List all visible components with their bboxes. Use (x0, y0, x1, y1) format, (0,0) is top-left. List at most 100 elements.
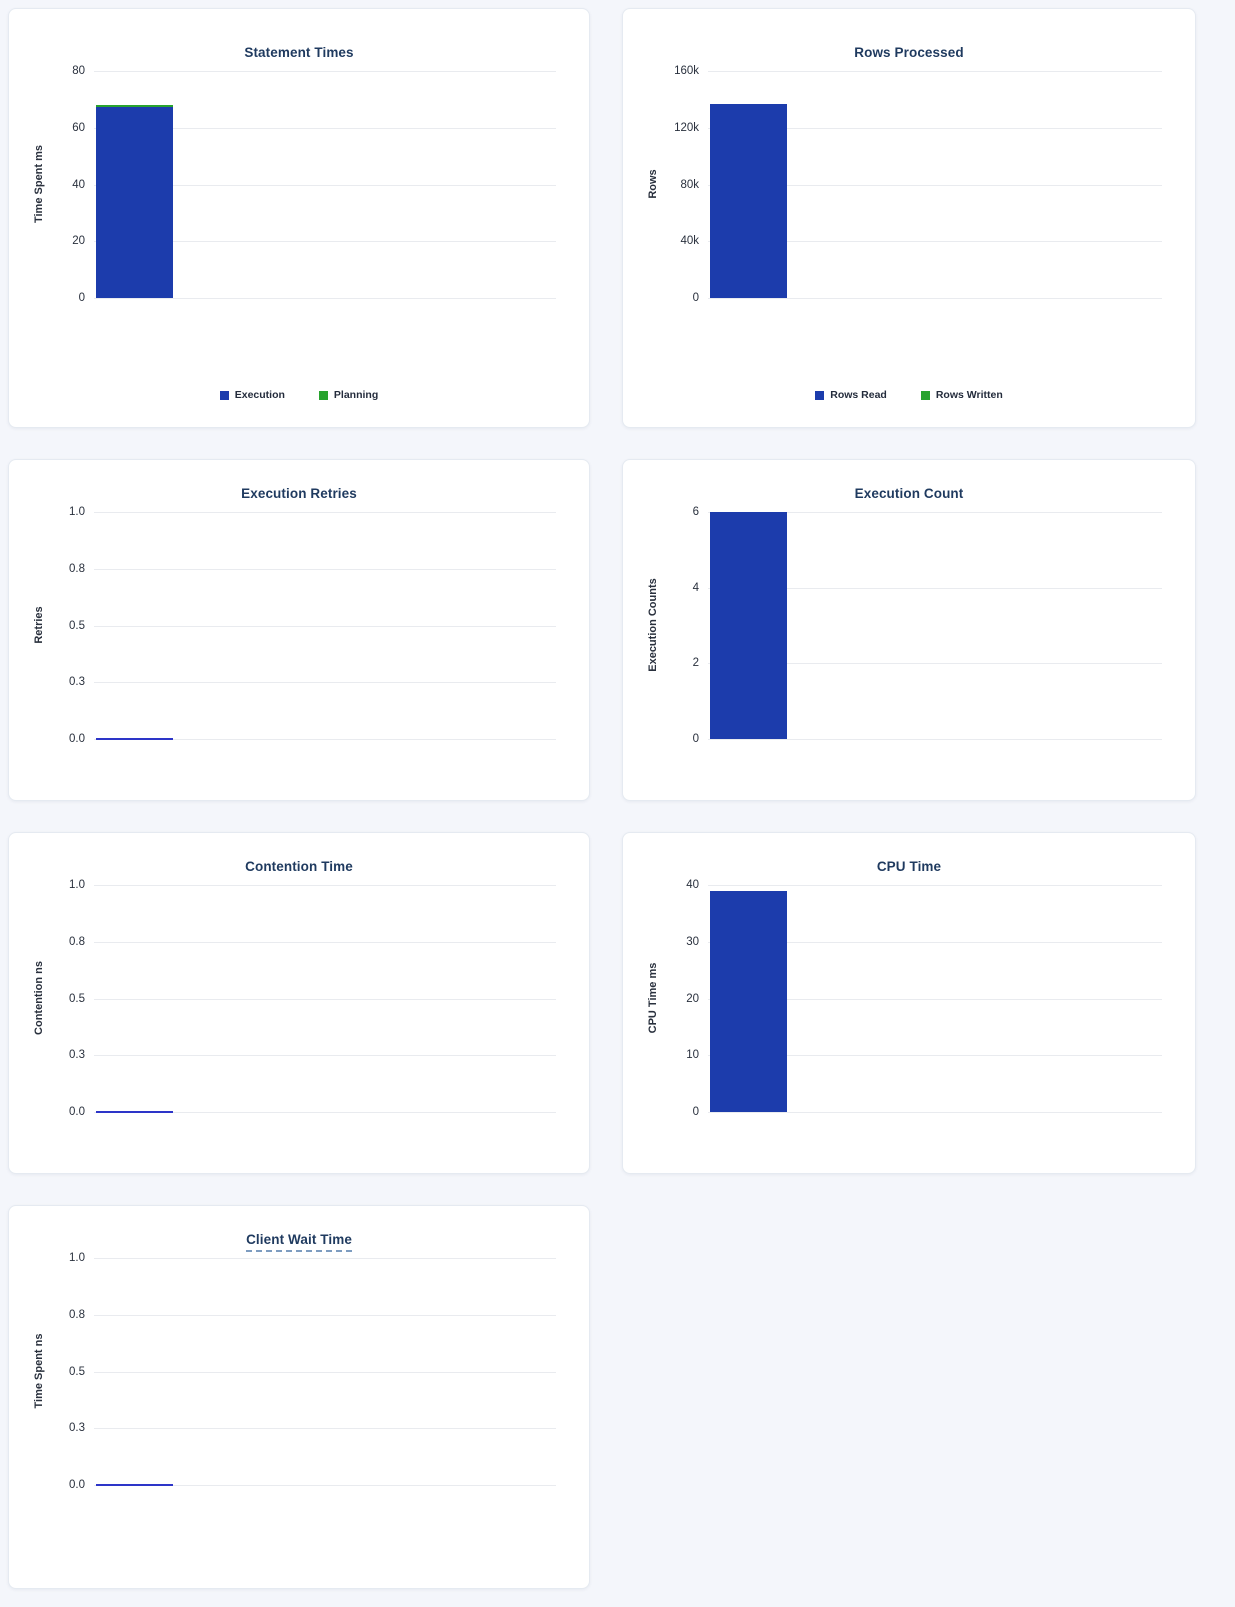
chart-title-text: Contention Time (245, 859, 353, 874)
y-tick-label: 40 (72, 178, 85, 191)
gridline (708, 941, 1162, 943)
chart-title-text: Rows Processed (854, 45, 964, 60)
legend-swatch-planning (318, 390, 328, 400)
gridline (94, 241, 556, 243)
chart-legend: Rows Read Rows Written (623, 389, 1195, 401)
plot-area: 160k 120k 80k 40k 0 (674, 65, 1162, 304)
gridline (708, 512, 1162, 513)
legend-item: Execution (219, 389, 285, 401)
statement-times-card: Statement Times Time Spent ms 80 60 40 20 0 … (8, 8, 590, 428)
plot-area: 1.0 0.8 0.5 0.3 0.0 (69, 1252, 556, 1491)
gridline (94, 1485, 556, 1486)
y-tick-label: 0.0 (69, 1479, 85, 1491)
plot-area: 1.0 0.8 0.5 0.3 0.0 (69, 506, 556, 745)
gridline (94, 1112, 556, 1113)
y-tick-label: 10 (686, 1049, 699, 1062)
gridline (94, 1055, 556, 1057)
chart-title-text-tooltip[interactable]: Client Wait Time (246, 1232, 352, 1252)
bar-execution (96, 107, 173, 298)
y-tick-label: 1.0 (69, 1252, 85, 1264)
gridline (708, 184, 1162, 186)
y-tick-label: 0 (78, 292, 85, 304)
legend-label: Rows Written (935, 389, 1003, 401)
y-tick-label: 2 (692, 657, 699, 670)
gridline (94, 682, 556, 684)
legend-item: Rows Written (920, 389, 1003, 401)
y-tick-label: 1.0 (69, 506, 85, 518)
y-tick-label: 1.0 (69, 879, 85, 891)
legend-label: Rows Read (830, 389, 887, 401)
rows-processed-card: Rows Processed Rows 160k 120k 80k 40k 0 Rows… (622, 8, 1196, 428)
gridline (94, 1314, 556, 1316)
execution-retries-card: Execution Retries Retries 1.0 0.8 0.5 0.3 0.… (8, 459, 590, 801)
gridline (708, 885, 1162, 886)
client-wait-time-card: Client Wait Time Time Spent ns 1.0 0.8 0.5… (8, 1205, 590, 1589)
gridline (94, 625, 556, 627)
legend-item: Planning (318, 389, 379, 401)
chart-title: Execution Retries (9, 486, 589, 501)
chart-title-text: Execution Retries (241, 486, 357, 501)
chart-title: Execution Count (623, 486, 1195, 501)
gridline (94, 568, 556, 570)
y-tick-label: 30 (686, 935, 699, 948)
y-tick-label: 0 (692, 733, 699, 745)
gridline (94, 512, 556, 513)
y-axis-label: CPU Time ms (647, 962, 659, 1034)
gridline (708, 241, 1162, 243)
y-tick-label: 40 (686, 879, 699, 891)
bar-planning (96, 105, 173, 108)
gridline (94, 298, 556, 299)
plot-area: 6 4 2 0 (693, 506, 1162, 745)
zero-value-line (96, 1484, 173, 1486)
y-tick-label: 4 (692, 581, 699, 594)
y-tick-label: 0.3 (69, 1049, 85, 1062)
chart-title-text: Statement Times (244, 45, 354, 60)
y-tick-label: 60 (72, 121, 85, 134)
gridline (94, 127, 556, 129)
chart-title: Contention Time (9, 859, 589, 874)
gridline (708, 1112, 1162, 1113)
y-axis-label: Rows (647, 169, 659, 199)
legend-swatch-rows-written (920, 390, 930, 400)
y-axis-label: Time Spent ms (33, 144, 45, 224)
gridline (708, 71, 1162, 72)
y-tick-label: 0.8 (69, 1308, 85, 1321)
gridline (94, 739, 556, 740)
y-axis-label: Contention ns (33, 961, 45, 1035)
y-tick-label: 0.5 (69, 1365, 85, 1378)
legend-swatch-execution (219, 390, 229, 400)
chart-title: CPU Time (623, 859, 1195, 874)
chart-legend: Execution Planning (9, 389, 589, 401)
y-tick-label: 0.5 (69, 619, 85, 632)
gridline (708, 1055, 1162, 1057)
bar-rows-read (710, 103, 787, 298)
gridline (94, 1428, 556, 1430)
execution-count-card: Execution Count Execution Counts 6 4 2 0 (622, 459, 1196, 801)
gridline (708, 998, 1162, 1000)
y-tick-label: 20 (72, 235, 85, 248)
gridline (94, 184, 556, 186)
y-tick-label: 0 (692, 1106, 699, 1118)
plot-area: 1.0 0.8 0.5 0.3 0.0 (69, 879, 556, 1118)
chart-title-text: CPU Time (876, 859, 942, 874)
gridline (94, 885, 556, 886)
zero-value-line (96, 1111, 173, 1113)
y-tick-label: 120k (674, 121, 699, 134)
y-axis-label: Execution Counts (647, 578, 659, 672)
gridline (708, 298, 1162, 299)
y-axis-label: Retries (33, 606, 45, 644)
contention-time-card: Contention Time Contention ns 1.0 0.8 0.5 0… (8, 832, 590, 1174)
bar-execution-count (710, 512, 787, 739)
y-tick-label: 80k (680, 178, 699, 191)
bar-cpu-time (710, 890, 787, 1112)
gridline (94, 998, 556, 1000)
legend-swatch-rows-read (815, 390, 825, 400)
y-tick-label: 160k (674, 65, 699, 77)
gridline (708, 127, 1162, 129)
y-tick-label: 0.3 (69, 1422, 85, 1435)
plot-area: 80 60 40 20 0 (72, 65, 556, 304)
legend-label: Planning (333, 389, 379, 401)
gridline (94, 941, 556, 943)
y-tick-label: 0.5 (69, 992, 85, 1005)
